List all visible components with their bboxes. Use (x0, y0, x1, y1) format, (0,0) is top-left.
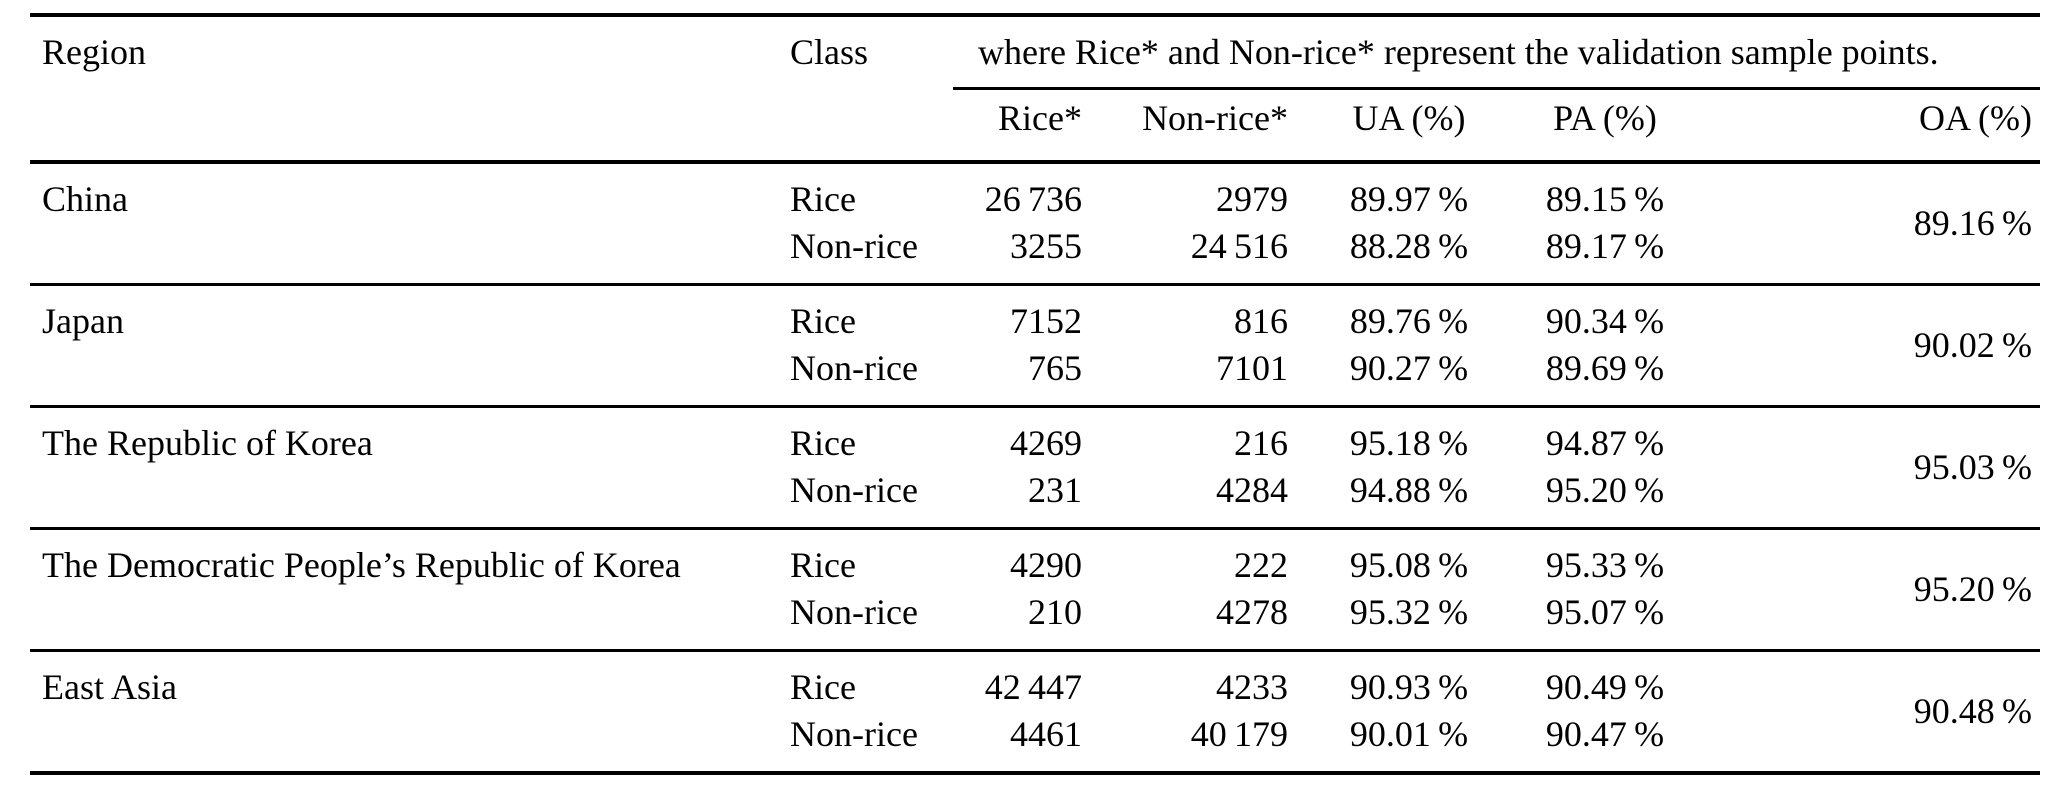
header-pa: PA (%) (1553, 98, 1657, 138)
header-ua: UA (%) (1352, 98, 1466, 138)
pa-cell: 95.20 % (1545, 470, 1665, 510)
non-rice-count-cell: 216 (1234, 423, 1288, 463)
header-non-rice: Non-rice* (1142, 98, 1288, 138)
non-rice-count-cell: 4278 (1216, 592, 1288, 632)
header-class: Class (790, 32, 869, 72)
rice-count-cell: 3255 (1010, 226, 1082, 266)
region-cell: The Republic of Korea (42, 423, 373, 463)
oa-cell: 90.48 % (1913, 690, 2032, 731)
class-cell: Rice (790, 423, 856, 463)
rice-count-cell: 4290 (1010, 545, 1082, 585)
ua-cell: 90.01 % (1349, 714, 1469, 754)
header-oa: OA (%) (1919, 98, 2032, 138)
rice-count-cell: 7152 (1010, 301, 1082, 341)
header-spanner-note: where Rice* and Non-rice* represent the … (978, 32, 1939, 72)
rice-count-cell: 765 (1028, 348, 1082, 388)
ua-cell: 89.76 % (1349, 301, 1469, 341)
region-cell: The Democratic People’s Republic of Kore… (42, 545, 681, 585)
table-row-group-china: China Rice Non-rice 26 736 3255 2979 24 … (30, 164, 2040, 286)
ua-cell: 90.27 % (1349, 348, 1469, 388)
non-rice-count-cell: 816 (1234, 301, 1288, 341)
class-cell: Rice (790, 667, 856, 707)
ua-cell: 95.08 % (1349, 545, 1469, 585)
rice-count-cell: 210 (1028, 592, 1082, 632)
ua-cell: 88.28 % (1349, 226, 1469, 266)
oa-cell: 90.02 % (1913, 324, 2032, 365)
ua-cell: 89.97 % (1349, 179, 1469, 219)
class-cell: Rice (790, 179, 856, 219)
pa-cell: 95.33 % (1545, 545, 1665, 585)
header-rice: Rice* (998, 98, 1082, 138)
pa-cell: 90.47 % (1545, 714, 1665, 754)
pa-cell: 95.07 % (1545, 592, 1665, 632)
header-region: Region (42, 32, 146, 72)
table-header-row-2: Rice* Non-rice* UA (%) PA (%) OA (%) (30, 90, 2040, 160)
table-header: Region Class where Rice* and Non-rice* r… (30, 13, 2040, 164)
non-rice-count-cell: 4284 (1216, 470, 1288, 510)
rice-count-cell: 26 736 (984, 179, 1082, 219)
pa-cell: 89.69 % (1545, 348, 1665, 388)
table-header-row-1: Region Class where Rice* and Non-rice* r… (30, 17, 2040, 87)
region-cell: Japan (42, 301, 124, 341)
region-cell: East Asia (42, 667, 177, 707)
class-cell: Non-rice (790, 470, 918, 510)
pa-cell: 90.34 % (1545, 301, 1665, 341)
table-row-group-dpr-korea: The Democratic People’s Republic of Kore… (30, 530, 2040, 652)
pa-cell: 89.17 % (1545, 226, 1665, 266)
pa-cell: 90.49 % (1545, 667, 1665, 707)
region-cell: China (42, 179, 128, 219)
rice-count-cell: 42 447 (984, 667, 1082, 707)
validation-accuracy-table: Region Class where Rice* and Non-rice* r… (30, 13, 2040, 775)
ua-cell: 90.93 % (1349, 667, 1469, 707)
oa-cell: 95.03 % (1913, 446, 2032, 487)
oa-cell: 89.16 % (1913, 202, 2032, 243)
ua-cell: 94.88 % (1349, 470, 1469, 510)
pa-cell: 94.87 % (1545, 423, 1665, 463)
table-row-group-east-asia: East Asia Rice Non-rice 42 447 4461 4233… (30, 652, 2040, 775)
class-cell: Non-rice (790, 226, 918, 266)
non-rice-count-cell: 24 516 (1190, 226, 1288, 266)
pa-cell: 89.15 % (1545, 179, 1665, 219)
non-rice-count-cell: 222 (1234, 545, 1288, 585)
non-rice-count-cell: 7101 (1216, 348, 1288, 388)
spanner-underline-rule (953, 87, 2040, 90)
class-cell: Non-rice (790, 714, 918, 754)
ua-cell: 95.32 % (1349, 592, 1469, 632)
class-cell: Non-rice (790, 592, 918, 632)
rice-count-cell: 4461 (1010, 714, 1082, 754)
class-cell: Rice (790, 545, 856, 585)
rice-count-cell: 231 (1028, 470, 1082, 510)
non-rice-count-cell: 40 179 (1190, 714, 1288, 754)
table-row-group-japan: Japan Rice Non-rice 7152 765 816 7101 89… (30, 286, 2040, 408)
oa-cell: 95.20 % (1913, 568, 2032, 609)
table-row-group-republic-of-korea: The Republic of Korea Rice Non-rice 4269… (30, 408, 2040, 530)
ua-cell: 95.18 % (1349, 423, 1469, 463)
non-rice-count-cell: 2979 (1216, 179, 1288, 219)
non-rice-count-cell: 4233 (1216, 667, 1288, 707)
class-cell: Non-rice (790, 348, 918, 388)
class-cell: Rice (790, 301, 856, 341)
rice-count-cell: 4269 (1010, 423, 1082, 463)
